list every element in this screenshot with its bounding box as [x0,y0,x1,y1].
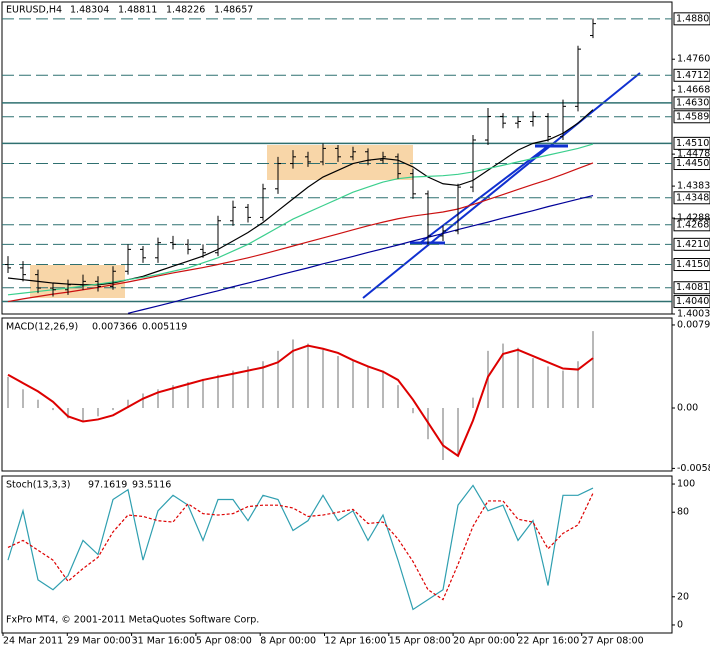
panel-frame [1,317,673,472]
header-text: 1.48304 [70,5,109,16]
header-text: EURUSD,H4 [6,5,62,16]
x-tick-label: 15 Apr 08:00 [389,636,451,647]
level-label: 1.43483 [676,192,710,203]
level-box [673,110,710,124]
indicator-line [7,162,594,303]
level-box [673,96,710,110]
x-tick-label: 8 Apr 00:00 [260,636,316,647]
panel-frame [1,1,673,315]
indicator-value: 0.005119 [142,322,187,333]
y-tick-label: 0.00 [677,403,698,414]
level-label: 1.42100 [676,239,710,250]
level-label: 1.48800 [676,13,710,24]
y-tick-label: 1.46680 [677,85,710,96]
indicator-line [7,344,594,458]
indicator-line [7,143,594,296]
level-box [673,136,710,150]
range-box [30,265,125,298]
indicator-title: Stoch(13,3,3) [6,480,70,491]
y-tick-label: 1.42880 [677,213,710,224]
level-label: 1.46302 [676,97,710,108]
x-tick-label: 5 Apr 08:00 [196,636,252,647]
indicator-line [7,109,594,286]
level-label: 1.40810 [676,282,710,293]
x-tick-label: 27 Apr 08:00 [582,636,644,647]
indicator-value: 97.1619 [88,480,127,491]
panel-frame [1,475,673,634]
level-label: 1.42680 [676,219,710,230]
x-tick-label: 29 Mar 00:00 [67,636,130,647]
level-label: 1.40400 [676,296,710,307]
indicator-line [127,194,594,314]
x-tick-label: 20 Apr 00:00 [453,636,515,647]
y-tick-label: 20 [677,591,689,602]
level-box [673,258,710,272]
header-text: 1.48657 [214,5,253,16]
indicator-line [7,484,594,611]
indicator-title: MACD(12,26,9) [6,322,78,333]
x-tick-label: 12 Apr 16:00 [325,636,387,647]
level-label: 1.45100 [676,138,710,149]
level-box [673,157,710,171]
header-text: 1.48811 [118,5,157,16]
level-box [673,295,710,309]
y-tick-label: 80 [677,507,689,518]
y-tick-label: 1.43830 [677,181,710,192]
indicator-line [7,492,594,601]
range-box [267,145,413,180]
level-box [673,281,710,295]
y-tick-label: -0.005810 [677,463,710,474]
level-box [673,218,710,232]
level-box [673,68,710,82]
level-label: 1.41500 [676,259,710,270]
level-box [673,191,710,205]
level-label: 1.45890 [676,111,710,122]
x-tick-label: 24 Mar 2011 [3,636,63,647]
y-tick-label: 1.47600 [677,54,710,65]
trend-line [419,145,549,244]
y-tick-label: 1.44780 [677,149,710,160]
y-tick-label: 0.007990 [677,319,710,330]
y-tick-label: 1.40030 [677,309,710,320]
header-text: 1.48226 [166,5,205,16]
y-tick-label: 100 [677,479,695,490]
level-box [673,12,710,26]
level-box [673,237,710,251]
indicator-value: 93.5116 [132,480,171,491]
trend-line [362,72,641,299]
x-tick-label: 22 Apr 16:00 [517,636,579,647]
indicator-value: 0.007366 [92,322,137,333]
x-tick-label: 31 Mar 16:00 [132,636,195,647]
copyright: FxPro MT4, © 2001-2011 MetaQuotes Softwa… [6,615,259,626]
level-label: 1.47123 [676,70,710,81]
y-tick-label: 0 [677,619,683,630]
